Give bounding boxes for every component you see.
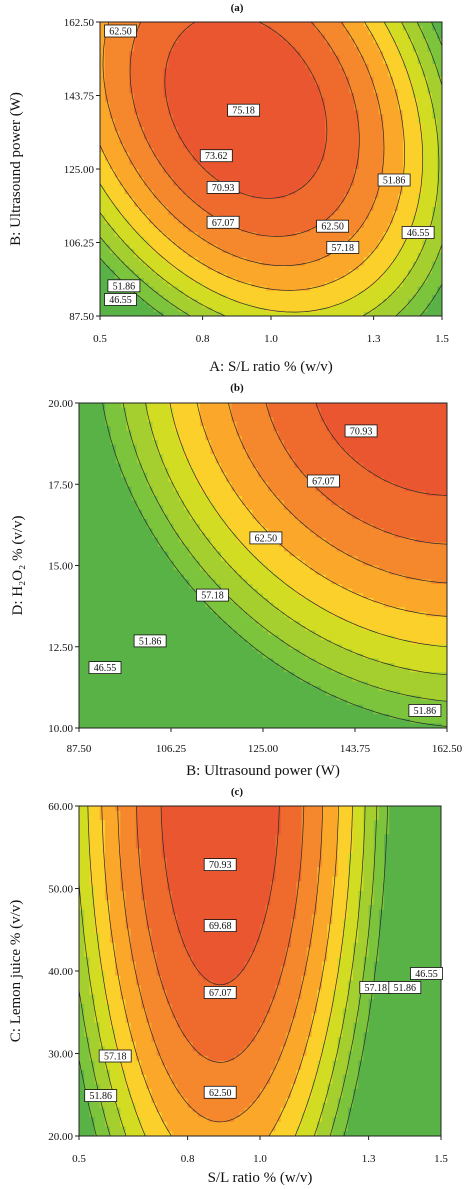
y-tick-label: 50.00 xyxy=(48,884,73,896)
x-tick-label: 1.0 xyxy=(253,1153,267,1165)
contour-fill-1 xyxy=(79,403,447,728)
y-tick-label: 60.00 xyxy=(48,801,73,813)
y-axis-title: C: Lemon juice % (v/v) xyxy=(8,900,24,1042)
x-tick-label: 0.5 xyxy=(72,1153,86,1165)
contour-fill-0 xyxy=(100,22,442,316)
panel-letter: (a) xyxy=(231,2,244,14)
contour-label: 51.86 xyxy=(107,279,141,292)
x-tick-label: 0.8 xyxy=(196,333,210,345)
x-tick-label: 87.50 xyxy=(67,743,92,755)
x-tick-label: 106.25 xyxy=(156,743,187,755)
contour-panel-0: (a) 0.5 0.8 1.0 1.3 1.5 87.50 106.25 125.00 143.7… xyxy=(8,2,449,375)
y-axis-title: B: Ultrasound power (W) xyxy=(8,92,24,246)
y-tick-label: 20.00 xyxy=(48,398,73,410)
contour-label: 51.86 xyxy=(408,704,442,717)
y-tick-label: 87.50 xyxy=(69,311,94,323)
contour-panel-2: (c) 0.5 0.8 1.0 1.3 1.5 20.00 30.00 40.00 50.00 60… xyxy=(8,786,448,1186)
y-tick-label: 30.00 xyxy=(48,1049,73,1061)
y-tick-label: 12.50 xyxy=(48,642,73,654)
x-tick-label: 1.5 xyxy=(434,1153,448,1165)
contour-label: 62.50 xyxy=(203,1085,237,1099)
x-tick-label: 1.0 xyxy=(264,333,278,345)
contour-lines-0 xyxy=(100,22,442,316)
contour-label: 57.18 xyxy=(326,240,360,254)
y-tick-label: 40.00 xyxy=(48,966,73,978)
contour-label: 46.55 xyxy=(410,967,443,980)
x-tick-label: 1.5 xyxy=(435,333,449,345)
y-tick-label: 20.00 xyxy=(48,1131,73,1143)
y-axis-title: D: H₂O₂ % (v/v) xyxy=(10,515,26,615)
x-axis-title: A: S/L ratio % (w/v) xyxy=(209,359,333,375)
contour-label: 75.18 xyxy=(227,103,261,117)
contour-label: 46.55 xyxy=(401,226,435,239)
contour-fill-2 xyxy=(79,806,441,1136)
contour-label: 69.68 xyxy=(203,919,237,932)
contour-label: 67.07 xyxy=(203,986,237,999)
x-tick-label: 1.3 xyxy=(362,1153,376,1165)
x-axis-title: S/L ratio % (w/v) xyxy=(208,1170,313,1186)
contour-label: 67.07 xyxy=(206,215,240,229)
contour-label: 67.07 xyxy=(306,474,340,488)
contour-label: 70.93 xyxy=(203,858,237,871)
contour-label: 46.55 xyxy=(104,293,137,306)
y-tick-label: 162.50 xyxy=(64,17,95,29)
contour-label: 62.50 xyxy=(316,219,350,233)
contour-label: 70.93 xyxy=(344,424,378,437)
x-tick-label: 1.3 xyxy=(367,333,381,345)
panel-letter: (c) xyxy=(231,786,244,798)
contour-label: 51.86 xyxy=(133,634,167,647)
panel-letter: (b) xyxy=(230,382,244,394)
contour-label: 70.93 xyxy=(206,180,240,194)
x-axis-title: B: Ultrasound power (W) xyxy=(186,763,340,779)
x-tick-label: 125.00 xyxy=(248,743,279,755)
x-tick-label: 0.8 xyxy=(181,1153,195,1165)
contour-label: 73.62 xyxy=(199,149,233,162)
y-tick-label: 10.00 xyxy=(48,723,73,735)
contour-label: 57.18 xyxy=(359,981,393,994)
y-tick-label: 17.50 xyxy=(48,479,73,491)
y-tick-label: 15.00 xyxy=(48,561,73,573)
contour-lines-2 xyxy=(79,806,388,1136)
contour-label: 57.18 xyxy=(98,1049,132,1063)
contour-label: 51.86 xyxy=(388,981,422,994)
contour-label: 57.18 xyxy=(196,588,229,602)
contour-label: 62.50 xyxy=(104,24,137,38)
contour-label: 51.86 xyxy=(84,1089,118,1102)
x-tick-label: 162.50 xyxy=(432,743,463,755)
y-tick-label: 106.25 xyxy=(64,238,95,250)
contour-label: 46.55 xyxy=(88,661,122,674)
contour-label: 51.86 xyxy=(377,173,411,187)
contour-label: 62.50 xyxy=(249,531,283,544)
y-tick-label: 143.75 xyxy=(64,91,95,103)
x-tick-label: 143.75 xyxy=(340,743,371,755)
x-tick-label: 0.5 xyxy=(93,333,107,345)
contour-panel-1: (b) 87.50 106.25 125.00 143.75 162.50 10.00 12.… xyxy=(10,382,463,779)
y-tick-label: 125.00 xyxy=(64,164,95,176)
